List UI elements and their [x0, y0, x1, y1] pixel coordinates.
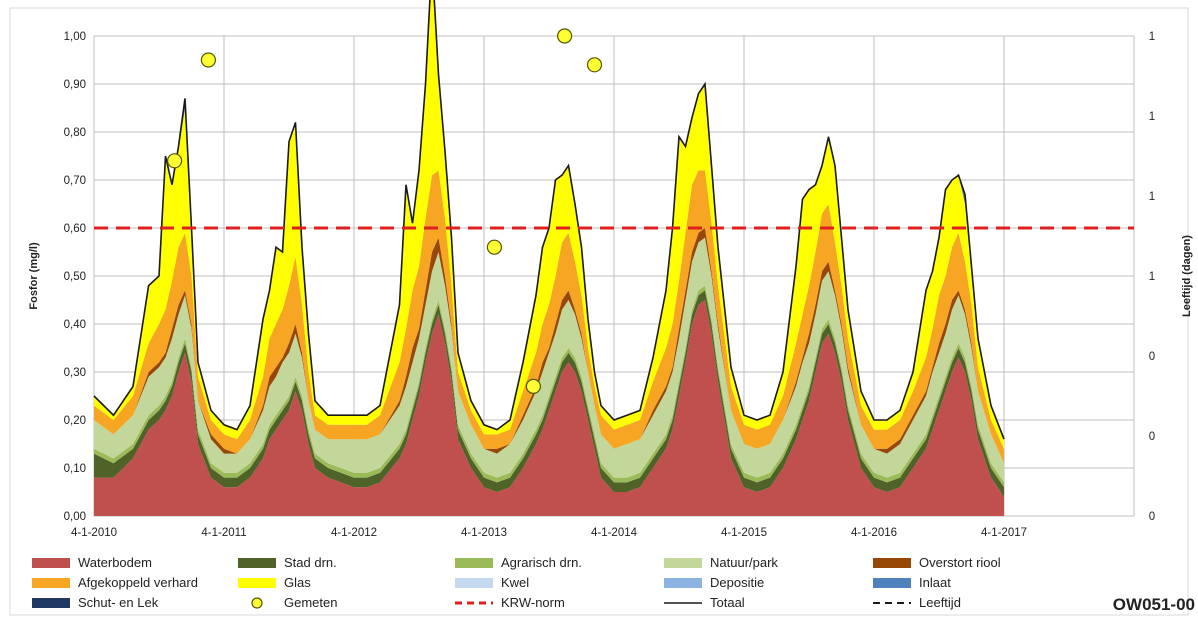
x-tick-label: 4-1-2013 [461, 527, 507, 539]
measured-points [167, 28, 603, 394]
y2-tick-label: 1 [1149, 271, 1155, 283]
x-tick-label: 4-1-2014 [591, 527, 638, 539]
legend-label: Stad drn. [284, 555, 337, 570]
legend-swatch [32, 598, 70, 608]
legend-label: Natuur/park [710, 555, 778, 570]
legend: Waterbodem Stad drn. Agrarisch drn. Natuur/… [32, 555, 1001, 610]
total-line [93, 0, 1005, 440]
legend-label: Glas [284, 575, 311, 590]
legend-label: Gemeten [284, 595, 337, 610]
legend-swatch [32, 558, 70, 568]
y-tick-label: 0,10 [64, 463, 86, 475]
y2-tick-label: 0 [1149, 351, 1155, 363]
legend-swatch [873, 578, 911, 588]
legend-swatch [455, 558, 493, 568]
legend-swatch [238, 578, 276, 588]
y-tick-label: 0,20 [64, 415, 86, 427]
legend-swatch [664, 578, 702, 588]
y-axis-title: Fosfor (mg/l) [28, 242, 40, 310]
y-tick-label: 0,90 [64, 79, 86, 91]
x-tick-label: 4-1-2012 [331, 527, 377, 539]
y-tick-label: 0,80 [64, 127, 86, 139]
legend-label: Afgekoppeld verhard [78, 575, 198, 590]
chart-border [9, 7, 1189, 616]
legend-swatch [664, 558, 702, 568]
legend-label: Agrarisch drn. [501, 555, 582, 570]
chart-code: OW051-00 [1113, 595, 1195, 614]
legend-label: Totaal [710, 595, 745, 610]
measured-point [200, 52, 216, 68]
y2-tick-label: 0 [1149, 511, 1155, 523]
measured-point [586, 57, 603, 73]
measured-point [486, 239, 502, 255]
legend-label: Overstort riool [919, 555, 1001, 570]
legend-marker [251, 597, 263, 609]
legend-label: Schut- en Lek [78, 595, 159, 610]
y-tick-label: 0,70 [64, 175, 86, 187]
legend-label: Leeftijd [919, 595, 961, 610]
legend-swatch [455, 578, 493, 588]
y2-tick-label: 1 [1149, 31, 1155, 43]
y2-axis-title: Leeftijd (dagen) [1181, 235, 1193, 317]
x-tick-label: 4-1-2010 [71, 527, 117, 539]
stacked-areas [94, 0, 1004, 516]
measured-point [556, 28, 573, 44]
x-tick-label: 4-1-2017 [981, 527, 1027, 539]
legend-label: Waterbodem [78, 555, 152, 570]
y-tick-label: 1,00 [64, 31, 86, 43]
y-tick-label: 0,40 [64, 319, 86, 331]
legend-swatch [238, 558, 276, 568]
lines [93, 0, 1134, 440]
y2-tick-label: 1 [1149, 111, 1155, 123]
y2-tick-label: 1 [1149, 191, 1155, 203]
axes: 0,00 0,10 0,20 0,30 0,40 0,50 0,60 0,70 0,80 0,90… [64, 31, 1156, 539]
y-tick-label: 0,30 [64, 367, 86, 379]
x-tick-label: 4-1-2011 [201, 527, 246, 539]
legend-swatch [873, 558, 911, 568]
y-tick-label: 0,50 [64, 271, 86, 283]
legend-label: Kwel [501, 575, 529, 590]
legend-label: Inlaat [919, 575, 951, 590]
area-natuur-park [94, 237, 1004, 483]
legend-swatch [32, 578, 70, 588]
measured-point [525, 378, 542, 394]
measured-point [167, 153, 183, 169]
area-afgekoppeld-verhard [94, 170, 1004, 464]
y2-tick-label: 0 [1149, 431, 1155, 443]
legend-label: KRW-norm [501, 595, 565, 610]
x-tick-label: 4-1-2015 [721, 527, 767, 539]
legend-label: Depositie [710, 575, 764, 590]
area-waterbodem [94, 300, 1004, 516]
y-tick-label: 0,00 [64, 511, 86, 523]
y-tick-label: 0,60 [64, 223, 86, 235]
x-tick-label: 4-1-2016 [851, 527, 897, 539]
